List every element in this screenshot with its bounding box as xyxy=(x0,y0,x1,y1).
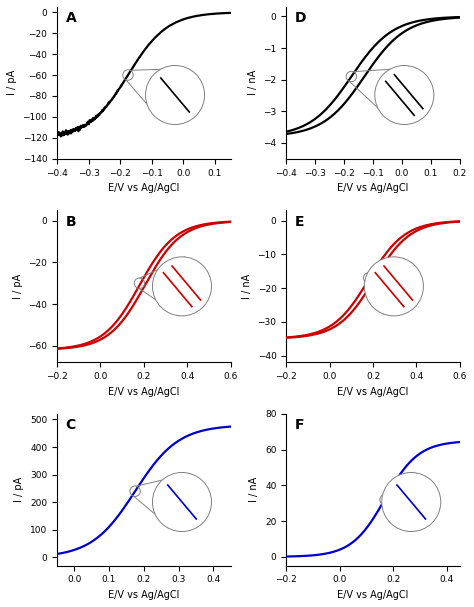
X-axis label: E/V vs Ag/AgCl: E/V vs Ag/AgCl xyxy=(108,183,180,193)
Ellipse shape xyxy=(153,257,211,316)
Y-axis label: I / pA: I / pA xyxy=(14,477,25,503)
Y-axis label: I / nA: I / nA xyxy=(248,70,258,95)
Ellipse shape xyxy=(365,257,423,316)
X-axis label: E/V vs Ag/AgCl: E/V vs Ag/AgCl xyxy=(108,590,180,600)
Ellipse shape xyxy=(375,66,434,124)
Y-axis label: I / pA: I / pA xyxy=(7,70,17,95)
Text: B: B xyxy=(66,215,76,229)
Y-axis label: I / pA: I / pA xyxy=(13,274,23,299)
Ellipse shape xyxy=(153,472,211,532)
Text: C: C xyxy=(66,418,76,433)
Ellipse shape xyxy=(146,66,205,124)
Text: F: F xyxy=(295,418,304,433)
X-axis label: E/V vs Ag/AgCl: E/V vs Ag/AgCl xyxy=(337,590,409,600)
Text: D: D xyxy=(295,12,306,25)
Y-axis label: I / nA: I / nA xyxy=(242,274,252,299)
X-axis label: E/V vs Ag/AgCl: E/V vs Ag/AgCl xyxy=(337,387,409,396)
Y-axis label: I / nA: I / nA xyxy=(249,477,259,503)
X-axis label: E/V vs Ag/AgCl: E/V vs Ag/AgCl xyxy=(108,387,180,396)
Text: E: E xyxy=(295,215,304,229)
X-axis label: E/V vs Ag/AgCl: E/V vs Ag/AgCl xyxy=(337,183,409,193)
Ellipse shape xyxy=(382,472,441,532)
Text: A: A xyxy=(66,12,76,25)
